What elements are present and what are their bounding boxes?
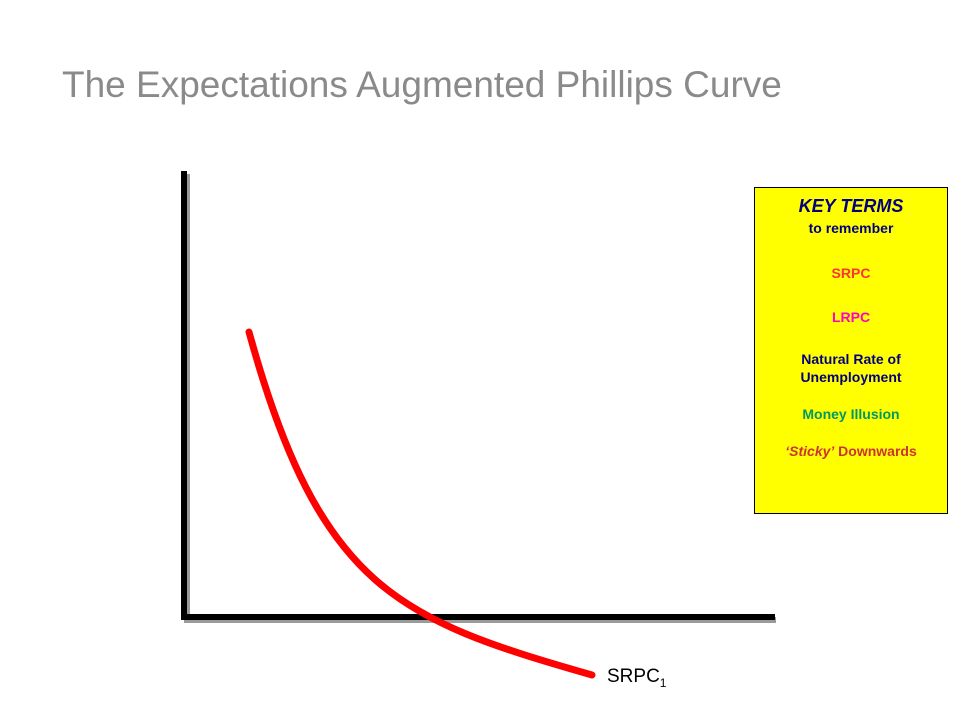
key-term-downwards-word: Downwards [834, 443, 917, 459]
key-term-natural-rate-line1: Natural Rate of [801, 351, 901, 367]
key-term-natural-rate: Natural Rate of Unemployment [755, 350, 947, 386]
srpc-curve [245, 328, 596, 679]
key-term-sticky-word: ‘Sticky’ [785, 443, 835, 459]
key-term-natural-rate-line2: Unemployment [800, 369, 902, 385]
key-terms-title: KEY TERMS [798, 196, 904, 216]
srpc1-label: SRPC1 [607, 666, 666, 690]
key-terms-box: KEY TERMS to remember SRPC LRPC Natural … [754, 187, 948, 514]
key-term-money-illusion: Money Illusion [802, 406, 900, 422]
key-term-sticky-downwards: ‘Sticky’ Downwards [755, 442, 947, 460]
key-term-srpc: SRPC [831, 265, 871, 281]
key-terms-subtitle: to remember [808, 220, 894, 236]
key-term-lrpc: LRPC [831, 309, 871, 325]
srpc1-label-subscript: 1 [659, 676, 667, 690]
srpc1-label-text: SRPC [607, 666, 660, 687]
slide-title: The Expectations Augmented Phillips Curv… [62, 64, 782, 105]
